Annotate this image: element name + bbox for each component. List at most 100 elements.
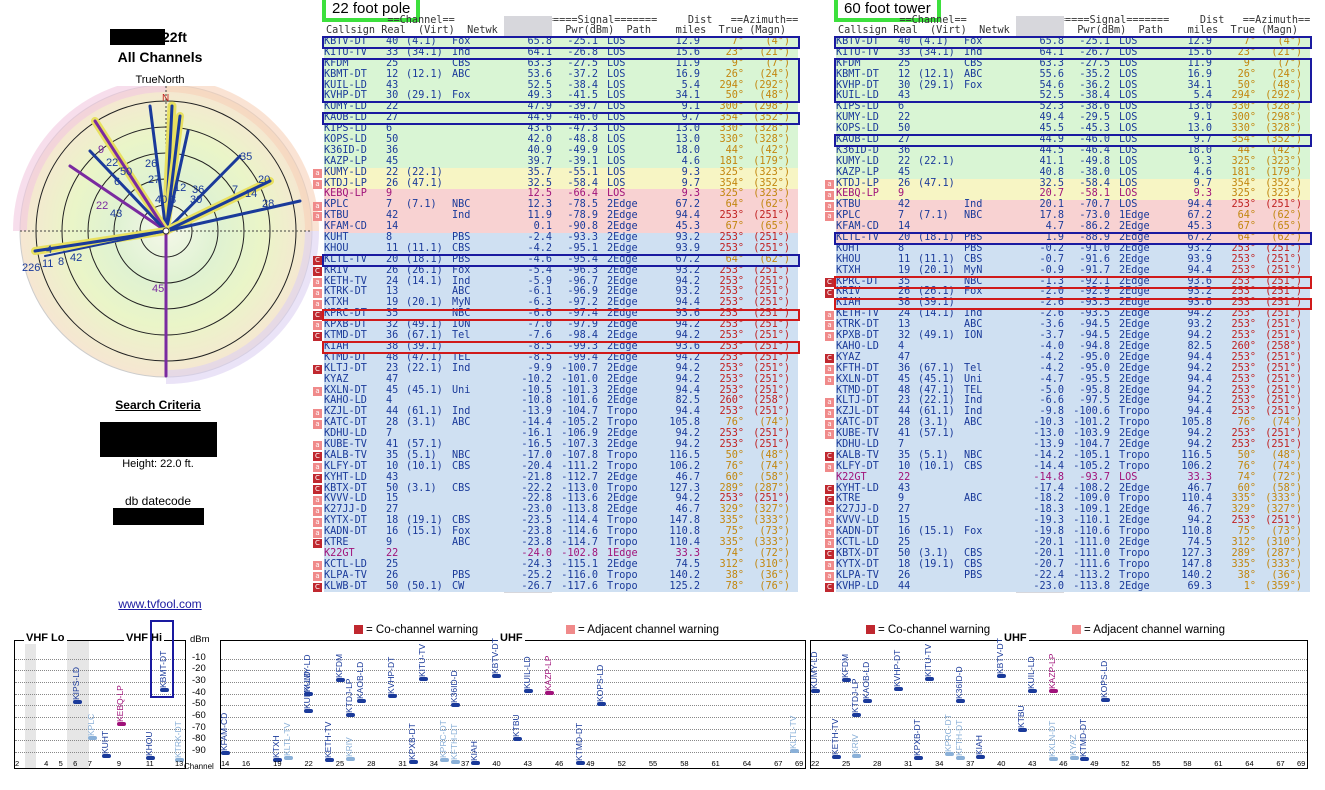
signal-mark[interactable] <box>102 753 112 758</box>
table-row[interactable]: KTBU 42 Ind 11.9 -78.9 2Edge 94.4 253° (251°) <box>324 210 798 223</box>
signal-mark[interactable] <box>1069 756 1079 760</box>
signal-mark[interactable] <box>356 698 366 703</box>
table-row[interactable]: KTDJ-LP 26 (47.1) 32.5 -58.4 LOS 9.7 354° (352°) <box>836 178 1310 190</box>
table-row[interactable]: KTMD-DT 48 (47.1) TEL -5.0 -95.8 2Edge 94.2 253°… <box>836 385 1310 397</box>
table-row[interactable]: KHOU 11 (11.1) CBS -0.7 -91.6 2Edge 93.9 253° (25… <box>836 254 1310 266</box>
table-row[interactable]: KTRK-DT 13 ABC -6.1 -96.9 2Edge 93.2 253° (251°) <box>324 287 798 299</box>
table-row[interactable]: KTRK-DT 13 ABC -3.6 -94.5 2Edge 93.2 253° (251°) <box>836 319 1310 332</box>
signal-mark[interactable] <box>145 756 155 760</box>
signal-mark[interactable] <box>419 676 429 681</box>
table-row[interactable]: KZJL-DT 44 (61.1) Ind -9.8 -100.6 Tropo 94.4 253… <box>836 406 1310 419</box>
table-row[interactable]: K27JJ-D 27 -18.3 -109.1 2Edge 46.7 329° (327°) <box>836 504 1310 517</box>
table-row[interactable]: KAOB-LD 27 44.9 -46.0 LOS 9.7 354° (352°) <box>836 134 1310 146</box>
table-row[interactable]: KYTX-DT 18 (19.1) CBS -20.7 -111.6 Tropo 147.8 3… <box>836 559 1310 571</box>
table-row[interactable]: KRIV 26 (26.1) Fox -2.0 -92.9 2Edge 93.2 253° (25… <box>836 287 1310 299</box>
signal-mark[interactable] <box>175 758 184 763</box>
signal-mark[interactable] <box>408 759 418 764</box>
table-row[interactable]: KLTJ-DT 23 (22.1) Ind -9.9 -100.7 2Edge 94.2 253… <box>324 363 798 375</box>
table-row[interactable]: K22GT 22 -14.8 -93.7 LOS 33.3 74° (72°) <box>836 472 1310 484</box>
table-row[interactable]: KADN-DT 16 (15.1) Fox -19.8 -110.6 Tropo 110.8 7… <box>836 526 1310 538</box>
table-row[interactable]: KLWB-DT 50 (50.1) CW -26.7 -117.6 Tropo 125.2 78… <box>324 581 798 593</box>
site-link[interactable]: www.tvfool.com <box>95 597 225 611</box>
signal-mark[interactable] <box>862 698 872 703</box>
table-row[interactable]: KUMY-LD 22 49.4 -29.5 LOS 9.1 300° (298°) <box>836 112 1310 125</box>
table-row[interactable]: KYAZ 47 -10.2 -101.0 2Edge 94.2 253° (251°) <box>324 374 798 386</box>
signal-mark[interactable] <box>160 688 170 693</box>
signal-mark[interactable] <box>924 676 934 681</box>
signal-mark[interactable] <box>335 677 345 682</box>
table-row[interactable]: KBTV-DT 40 (4.1) Fox 65.8 -25.1 LOS 12.9 7° (4°) <box>836 36 1310 48</box>
signal-mark[interactable] <box>1079 757 1089 762</box>
table-row[interactable]: KHOU 11 (11.1) CBS -4.2 -95.1 2Edge 93.9 253° (25… <box>324 243 798 255</box>
table-row[interactable]: KIPS-LD 6 43.6 -47.3 LOS 13.0 330° (328°) <box>324 123 798 136</box>
signal-mark[interactable] <box>1028 689 1038 694</box>
table-row[interactable]: K36ID-D 36 44.5 -46.4 LOS 18.0 44° (42°) <box>836 145 1310 157</box>
table-row[interactable]: KVVV-LD 15 -19.3 -110.1 2Edge 94.2 253° (251°) <box>836 515 1310 528</box>
table-row[interactable]: KVHP-DT 30 (29.1) Fox 49.3 -41.5 LOS 34.1 50° (48… <box>324 91 798 103</box>
table-row[interactable]: KAZP-LP 45 40.8 -38.0 LOS 4.6 181° (179°) <box>836 167 1310 179</box>
table-row[interactable]: KFAM-CD 14 0.1 -90.8 2Edge 45.3 67° (65°) <box>324 221 798 234</box>
signal-mark[interactable] <box>346 757 356 762</box>
signal-mark[interactable] <box>523 689 533 694</box>
table-row[interactable]: KDHU-LD 7 -16.1 -106.9 2Edge 94.2 253° (251°) <box>324 428 798 440</box>
table-row[interactable]: KVHP-LD 44 -23.0 -113.8 2Edge 69.3 1° (359°) <box>836 581 1310 593</box>
table-row[interactable]: KALB-TV 35 (5.1) NBC -14.2 -105.1 Tropo 116.5 50… <box>836 450 1310 462</box>
table-row[interactable]: KIAH 38 (39.1) -2.6 -93.5 2Edge 93.6 253° (251°) <box>836 297 1310 310</box>
signal-mark[interactable] <box>387 694 397 699</box>
signal-mark[interactable] <box>304 709 314 714</box>
table-row[interactable]: KLFY-DT 10 (10.1) CBS -20.4 -111.2 Tropo 106.2 7… <box>324 461 798 473</box>
table-row[interactable]: KFDM 25 CBS 63.3 -27.5 LOS 11.9 9° (7°) <box>836 58 1310 70</box>
signal-mark[interactable] <box>471 760 481 765</box>
table-row[interactable]: KBMT-DT 12 (12.1) ABC 53.6 -37.2 LOS 16.9 26° (24… <box>324 69 798 81</box>
table-row[interactable]: KBTX-DT 50 (3.1) CBS -20.1 -111.0 Tropo 127.3 28… <box>836 548 1310 560</box>
signal-mark[interactable] <box>945 752 955 757</box>
table-row[interactable]: KRIV 26 (26.1) Fox -5.4 -96.3 2Edge 93.2 253° (25… <box>324 265 798 277</box>
signal-mark[interactable] <box>811 689 820 694</box>
table-row[interactable]: KITU-TV 33 (34.1) Ind 64.1 -26.7 LOS 15.6 23° (21… <box>836 47 1310 59</box>
table-row[interactable]: KUIL-LD 43 52.5 -38.4 LOS 5.4 294° (292°) <box>836 91 1310 103</box>
table-row[interactable]: KAZP-LP 45 39.7 -39.1 LOS 4.6 181° (179°) <box>324 156 798 168</box>
signal-mark[interactable] <box>450 759 460 764</box>
signal-mark[interactable] <box>283 756 293 760</box>
signal-mark[interactable] <box>325 758 335 763</box>
table-row[interactable]: KUHT 8 PBS -2.4 -93.3 2Edge 93.2 253° (251°) <box>324 232 798 244</box>
signal-mark[interactable] <box>1100 697 1110 702</box>
table-row[interactable]: KTXH 19 (20.1) MyN -0.9 -91.7 2Edge 94.4 253° (25… <box>836 265 1310 277</box>
table-row[interactable]: KTMD-DT 36 (67.1) Tel -7.6 -98.4 2Edge 94.2 253°… <box>324 330 798 342</box>
table-row[interactable]: K22GT 22 -24.0 -102.8 1Edge 33.3 74° (72°) <box>324 548 798 560</box>
table-row[interactable]: KLPA-TV 26 PBS -25.2 -116.0 Tropo 140.2 38° (36°… <box>324 570 798 582</box>
table-row[interactable]: KUHT 8 PBS -0.2 -91.0 2Edge 93.2 253° (251°) <box>836 243 1310 255</box>
table-row[interactable]: KDHU-LD 7 -13.9 -104.7 2Edge 94.2 253° (251°) <box>836 439 1310 451</box>
signal-mark[interactable] <box>513 737 523 742</box>
table-row[interactable]: KTMD-DT 48 (47.1) TEL -8.5 -99.4 2Edge 94.2 253°… <box>324 352 798 364</box>
table-row[interactable]: KLPA-TV 26 PBS -22.4 -113.2 Tropo 140.2 38° (36°… <box>836 570 1310 582</box>
table-row[interactable]: KPRC-DT 35 NBC -1.3 -92.1 2Edge 93.6 253° (251°) <box>836 276 1310 288</box>
table-row[interactable]: KPXB-DT 32 (49.1) ION -7.0 -97.9 2Edge 94.2 253°… <box>324 319 798 332</box>
table-row[interactable]: KAOB-LD 27 44.9 -46.0 LOS 9.7 354° (352°) <box>324 112 798 125</box>
signal-mark[interactable] <box>1017 727 1027 732</box>
signal-mark[interactable] <box>575 760 585 765</box>
table-row[interactable]: KOPS-LD 50 42.0 -48.8 LOS 13.0 330° (328°) <box>324 134 798 146</box>
table-row[interactable]: KADN-DT 16 (15.1) Fox -23.8 -114.6 Tropo 110.8 7… <box>324 526 798 538</box>
table-row[interactable]: KFTH-DT 36 (67.1) Tel -4.2 -95.0 2Edge 94.2 253°… <box>836 363 1310 375</box>
table-row[interactable]: KVVV-LD 15 -22.8 -113.6 2Edge 94.2 253° (251°) <box>324 494 798 506</box>
table-row[interactable]: KOPS-LD 50 45.5 -45.3 LOS 13.0 330° (328°) <box>836 123 1310 136</box>
table-row[interactable]: KTDJ-LP 26 (47.1) 32.5 -58.4 LOS 9.7 354° (352°) <box>324 178 798 190</box>
signal-mark[interactable] <box>976 754 986 759</box>
table-row[interactable]: KAHO-LD 4 -10.8 -101.6 2Edge 82.5 260° (258°) <box>324 395 798 408</box>
tvfool-link[interactable]: www.tvfool.com <box>118 597 202 611</box>
table-row[interactable]: KUMY-LD 22 (22.1) 35.7 -55.1 LOS 9.3 325° (323°) <box>324 167 798 179</box>
table-row[interactable]: KETH-TV 24 (14.1) Ind -5.9 -96.7 2Edge 94.2 253°… <box>324 276 798 288</box>
signal-mark[interactable] <box>852 753 862 758</box>
signal-mark[interactable] <box>914 756 924 760</box>
table-row[interactable]: KXLN-DT 45 (45.1) Uni -10.5 -101.3 2Edge 94.4 25… <box>324 385 798 397</box>
table-row[interactable]: KPRC-DT 35 NBC -6.6 -97.4 2Edge 93.6 253° (251°) <box>324 308 798 321</box>
signal-mark[interactable] <box>73 699 83 704</box>
signal-mark[interactable] <box>544 690 554 695</box>
signal-mark[interactable] <box>440 758 450 763</box>
signal-mark[interactable] <box>790 748 800 753</box>
table-row[interactable]: KPLC 7 (7.1) NBC 12.3 -78.5 2Edge 67.2 64° (62°) <box>324 199 798 212</box>
signal-mark[interactable] <box>492 674 502 679</box>
signal-mark[interactable] <box>304 691 314 696</box>
table-row[interactable]: KYAZ 47 -4.2 -95.0 2Edge 94.4 253° (251°) <box>836 352 1310 364</box>
